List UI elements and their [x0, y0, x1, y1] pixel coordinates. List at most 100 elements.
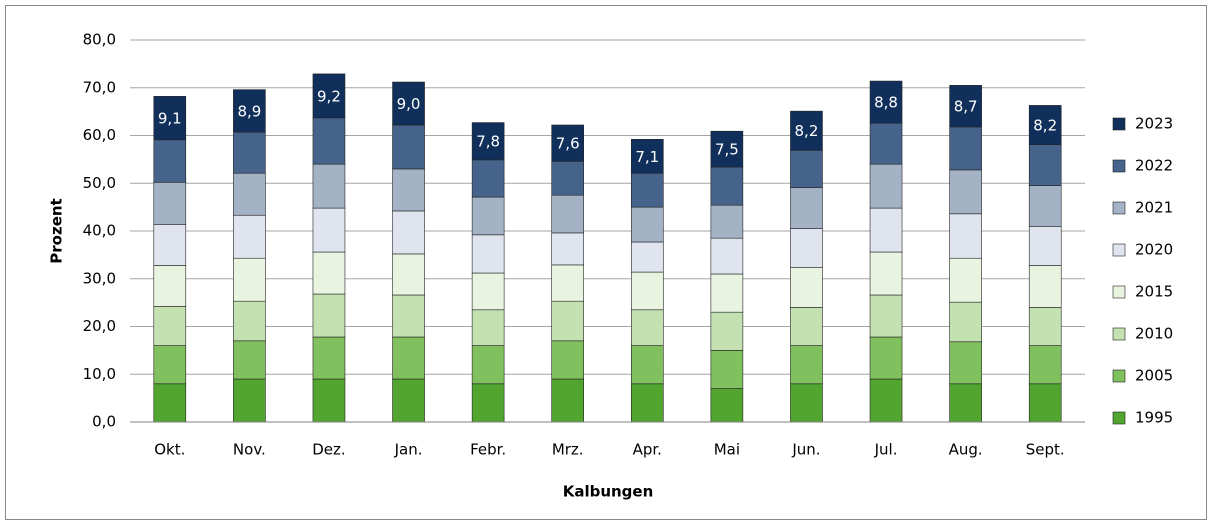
- bar-segment: [869, 378, 903, 423]
- legend-label: 2010: [1135, 325, 1173, 343]
- value-label: 7,1: [635, 148, 659, 166]
- value-label: 9,1: [158, 110, 182, 128]
- legend-swatch: [1112, 369, 1126, 383]
- bar-segment: [630, 309, 664, 346]
- y-tick-label: 30,0: [83, 269, 116, 287]
- value-label: 8,9: [237, 102, 261, 120]
- legend-label: 2005: [1135, 367, 1173, 385]
- bar-segment: [471, 159, 505, 198]
- bar-segment: [392, 168, 425, 212]
- legend-swatch: [1112, 243, 1126, 257]
- bar-segment: [869, 207, 903, 253]
- bar-segment: [153, 181, 187, 225]
- bar-segment: [710, 130, 744, 168]
- legend-swatch: [1112, 327, 1126, 341]
- bar-segment: [233, 340, 266, 380]
- bar-segment: [471, 122, 505, 161]
- bar-segment: [471, 234, 505, 274]
- bar-segment: [551, 124, 585, 162]
- y-axis-title: Prozent: [48, 198, 66, 263]
- x-tick-label: Jun.: [791, 441, 820, 459]
- legend-label: 2022: [1135, 157, 1173, 175]
- y-tick-label: 40,0: [83, 222, 116, 240]
- bar-segment: [1028, 307, 1062, 346]
- value-label: 8,2: [1033, 116, 1057, 134]
- bar-segment: [869, 122, 903, 165]
- bar-segment: [1028, 383, 1062, 423]
- bar-segment: [790, 383, 823, 423]
- bar-segment: [471, 272, 505, 311]
- bar-segment: [630, 172, 664, 208]
- x-tick-label: Jul.: [874, 441, 898, 459]
- bar-segment: [153, 306, 187, 346]
- x-tick-label: Nov.: [233, 441, 266, 459]
- bar-segment: [153, 383, 187, 423]
- bar-segment: [710, 273, 744, 313]
- bar-segment: [630, 345, 664, 385]
- x-tick-label: Aug.: [949, 441, 983, 459]
- bar-segment: [869, 251, 903, 296]
- bar-segment: [551, 232, 585, 266]
- bar-segment: [233, 300, 266, 342]
- bar-segment: [312, 117, 346, 165]
- x-tick-label: Apr.: [633, 441, 662, 459]
- bar-segment: [233, 378, 266, 423]
- value-label: 8,2: [795, 122, 819, 140]
- y-tick-label: 60,0: [83, 126, 116, 144]
- bar-segment: [790, 228, 823, 268]
- value-label: 9,2: [317, 87, 341, 105]
- bar-segment: [710, 204, 744, 239]
- bar-segment: [630, 271, 664, 311]
- bar-segment: [312, 251, 346, 295]
- legend-swatch: [1112, 159, 1126, 173]
- legend-label: 2021: [1135, 199, 1173, 217]
- bar-segment: [471, 196, 505, 236]
- bar-segment: [551, 300, 585, 342]
- bar-segment: [1028, 226, 1062, 266]
- bar-segment: [153, 345, 187, 385]
- x-tick-label: Dez.: [312, 441, 345, 459]
- bar-segment: [790, 150, 823, 188]
- bar-segment: [153, 139, 187, 183]
- bar-segment: [790, 187, 823, 229]
- bar-segment: [790, 266, 823, 308]
- y-tick-label: 50,0: [83, 174, 116, 192]
- bar-segment: [1028, 185, 1062, 228]
- bar-segment: [551, 340, 585, 380]
- bar-segment: [790, 110, 823, 151]
- bar-segment: [630, 383, 664, 423]
- bar-segment: [392, 81, 425, 126]
- bar-segment: [1028, 345, 1062, 385]
- y-tick-label: 20,0: [83, 317, 116, 335]
- value-label: 7,8: [476, 133, 500, 151]
- bar-segment: [392, 253, 425, 296]
- x-tick-label: Mai: [714, 441, 740, 459]
- x-axis-title: Kalbungen: [563, 483, 654, 501]
- bar-segment: [471, 383, 505, 423]
- bar-segment: [790, 345, 823, 385]
- bar-segment: [312, 207, 346, 253]
- x-tick-label: Mrz.: [552, 441, 584, 459]
- legend-label: 2023: [1135, 115, 1173, 133]
- bar-segment: [312, 378, 346, 423]
- bar-segment: [630, 139, 664, 174]
- value-label: 7,6: [556, 135, 580, 153]
- bar-segment: [710, 350, 744, 389]
- bar-segment: [1028, 105, 1062, 145]
- bar-segment: [233, 89, 266, 133]
- bar-segment: [471, 345, 505, 385]
- bar-segment: [949, 85, 982, 128]
- bar-segment: [869, 294, 903, 338]
- bar-segment: [949, 257, 982, 303]
- value-label: 8,7: [954, 98, 978, 116]
- bar-segment: [949, 301, 982, 343]
- bar-segment: [949, 341, 982, 385]
- bar-segment: [1028, 144, 1062, 186]
- bar-segment: [949, 126, 982, 171]
- bar-segment: [551, 378, 585, 423]
- bar-segment: [233, 172, 266, 216]
- y-tick-label: 70,0: [83, 78, 116, 96]
- bar-segment: [949, 213, 982, 259]
- bar-segment: [790, 307, 823, 346]
